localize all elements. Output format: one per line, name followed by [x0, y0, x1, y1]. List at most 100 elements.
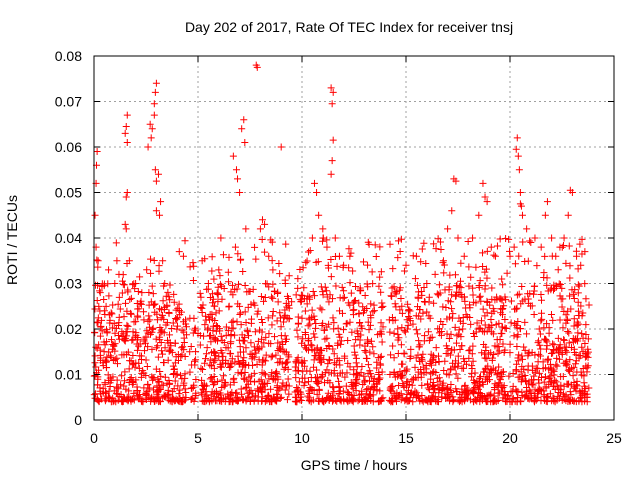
data-point [246, 350, 254, 358]
data-point [312, 377, 320, 385]
data-point [497, 295, 505, 303]
data-point [134, 287, 142, 295]
data-point [396, 306, 404, 314]
data-point [566, 388, 574, 396]
x-tick-label: 25 [606, 430, 622, 446]
data-point [391, 288, 399, 296]
data-point [179, 343, 187, 351]
data-point [403, 378, 411, 386]
data-point [247, 315, 255, 323]
data-point [163, 302, 171, 310]
data-point [507, 297, 515, 305]
data-point [157, 198, 165, 206]
data-point [214, 290, 222, 298]
data-point [268, 257, 276, 265]
data-point [420, 298, 428, 306]
data-point [506, 349, 514, 357]
data-point [370, 350, 378, 358]
data-point [513, 134, 521, 142]
data-point [128, 336, 136, 344]
data-point [118, 351, 126, 359]
data-point [96, 289, 104, 297]
x-tick-label: 0 [90, 430, 98, 446]
data-point [240, 116, 248, 124]
data-point [152, 79, 160, 87]
data-point [371, 241, 379, 249]
data-point [450, 363, 458, 371]
data-point [155, 333, 163, 341]
data-point [340, 261, 348, 269]
data-point [229, 317, 237, 325]
data-point [323, 334, 331, 342]
data-point [251, 243, 259, 251]
data-point [387, 351, 395, 359]
data-point [189, 329, 197, 337]
data-point [308, 306, 316, 314]
data-point [564, 211, 572, 219]
data-point [437, 328, 445, 336]
data-point [562, 259, 570, 267]
data-point [442, 304, 450, 312]
data-point [187, 342, 195, 350]
data-point [418, 245, 426, 253]
data-point [118, 289, 126, 297]
data-point [304, 392, 312, 400]
data-point [369, 343, 377, 351]
data-point [553, 362, 561, 370]
data-point [330, 350, 338, 358]
data-point [584, 335, 592, 343]
data-point [483, 297, 491, 305]
data-point [276, 355, 284, 363]
data-point [113, 360, 121, 368]
data-point [579, 334, 587, 342]
data-point [91, 211, 99, 219]
data-point [307, 341, 315, 349]
data-point [507, 388, 515, 396]
data-point [324, 389, 332, 397]
data-point [281, 311, 289, 319]
data-point [237, 255, 245, 263]
data-point [180, 379, 188, 387]
data-point [96, 346, 104, 354]
data-point [330, 367, 338, 375]
data-point [519, 355, 527, 363]
data-point [377, 319, 385, 327]
data-point [351, 297, 359, 305]
data-point [403, 316, 411, 324]
data-point [178, 351, 186, 359]
data-point [284, 375, 292, 383]
data-point [196, 341, 204, 349]
data-point [150, 100, 158, 108]
data-point [510, 332, 518, 340]
data-point [432, 358, 440, 366]
data-point [105, 266, 113, 274]
data-point [244, 303, 252, 311]
data-point [294, 354, 302, 362]
x-tick-label: 20 [502, 430, 518, 446]
data-point [542, 345, 550, 353]
data-point [457, 333, 465, 341]
data-point [573, 318, 581, 326]
data-point [535, 325, 543, 333]
data-point [503, 269, 511, 277]
data-point [304, 346, 312, 354]
data-point [174, 357, 182, 365]
data-point [357, 322, 365, 330]
data-point [466, 304, 474, 312]
data-point [361, 292, 369, 300]
data-point [425, 336, 433, 344]
data-point [93, 319, 101, 327]
data-point [483, 355, 491, 363]
data-point [421, 332, 429, 340]
data-point [346, 279, 354, 287]
data-point [277, 143, 285, 151]
data-point [100, 307, 108, 315]
data-point [430, 368, 438, 376]
data-point [114, 321, 122, 329]
data-point [170, 370, 178, 378]
data-point [452, 292, 460, 300]
data-point [315, 211, 323, 219]
data-point [452, 292, 460, 300]
data-point [558, 349, 566, 357]
data-point [109, 345, 117, 353]
